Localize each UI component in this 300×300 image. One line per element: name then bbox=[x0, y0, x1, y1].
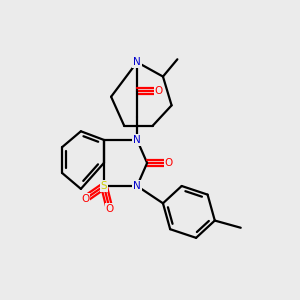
Text: O: O bbox=[106, 204, 114, 214]
Text: N: N bbox=[133, 181, 141, 191]
Text: O: O bbox=[154, 86, 163, 96]
Text: N: N bbox=[133, 57, 141, 67]
Text: O: O bbox=[81, 194, 89, 204]
Text: N: N bbox=[133, 135, 141, 145]
Text: S: S bbox=[100, 181, 107, 191]
Text: O: O bbox=[165, 158, 173, 168]
